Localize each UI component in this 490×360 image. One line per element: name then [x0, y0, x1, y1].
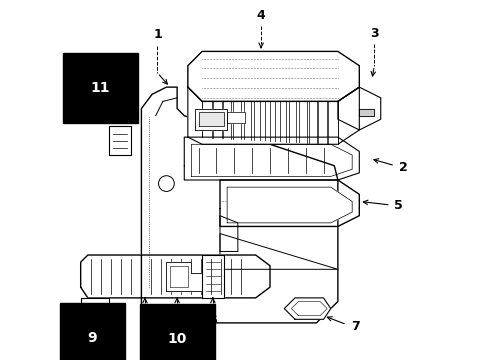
Polygon shape — [142, 87, 338, 323]
Polygon shape — [188, 51, 359, 102]
Polygon shape — [198, 112, 223, 126]
Polygon shape — [167, 262, 202, 291]
Polygon shape — [359, 109, 373, 116]
Polygon shape — [195, 109, 227, 130]
Text: 2: 2 — [398, 161, 407, 174]
Text: 5: 5 — [393, 199, 402, 212]
Polygon shape — [109, 126, 131, 155]
Text: 1: 1 — [153, 28, 162, 41]
Polygon shape — [81, 255, 270, 298]
Polygon shape — [338, 87, 381, 130]
Polygon shape — [192, 144, 352, 176]
Polygon shape — [220, 180, 359, 226]
Polygon shape — [184, 137, 359, 180]
Polygon shape — [227, 187, 352, 223]
Text: 10: 10 — [168, 332, 187, 346]
Text: 4: 4 — [257, 9, 266, 22]
Text: 8: 8 — [141, 315, 149, 328]
Polygon shape — [188, 87, 359, 144]
Polygon shape — [202, 255, 223, 298]
Text: 3: 3 — [370, 27, 379, 40]
Polygon shape — [81, 298, 109, 319]
Polygon shape — [284, 298, 331, 319]
Text: 9: 9 — [87, 331, 97, 345]
Polygon shape — [170, 266, 188, 287]
Text: 6: 6 — [209, 314, 217, 327]
Polygon shape — [220, 216, 238, 251]
Polygon shape — [227, 112, 245, 123]
Text: 11: 11 — [91, 81, 110, 95]
Text: 7: 7 — [351, 320, 360, 333]
